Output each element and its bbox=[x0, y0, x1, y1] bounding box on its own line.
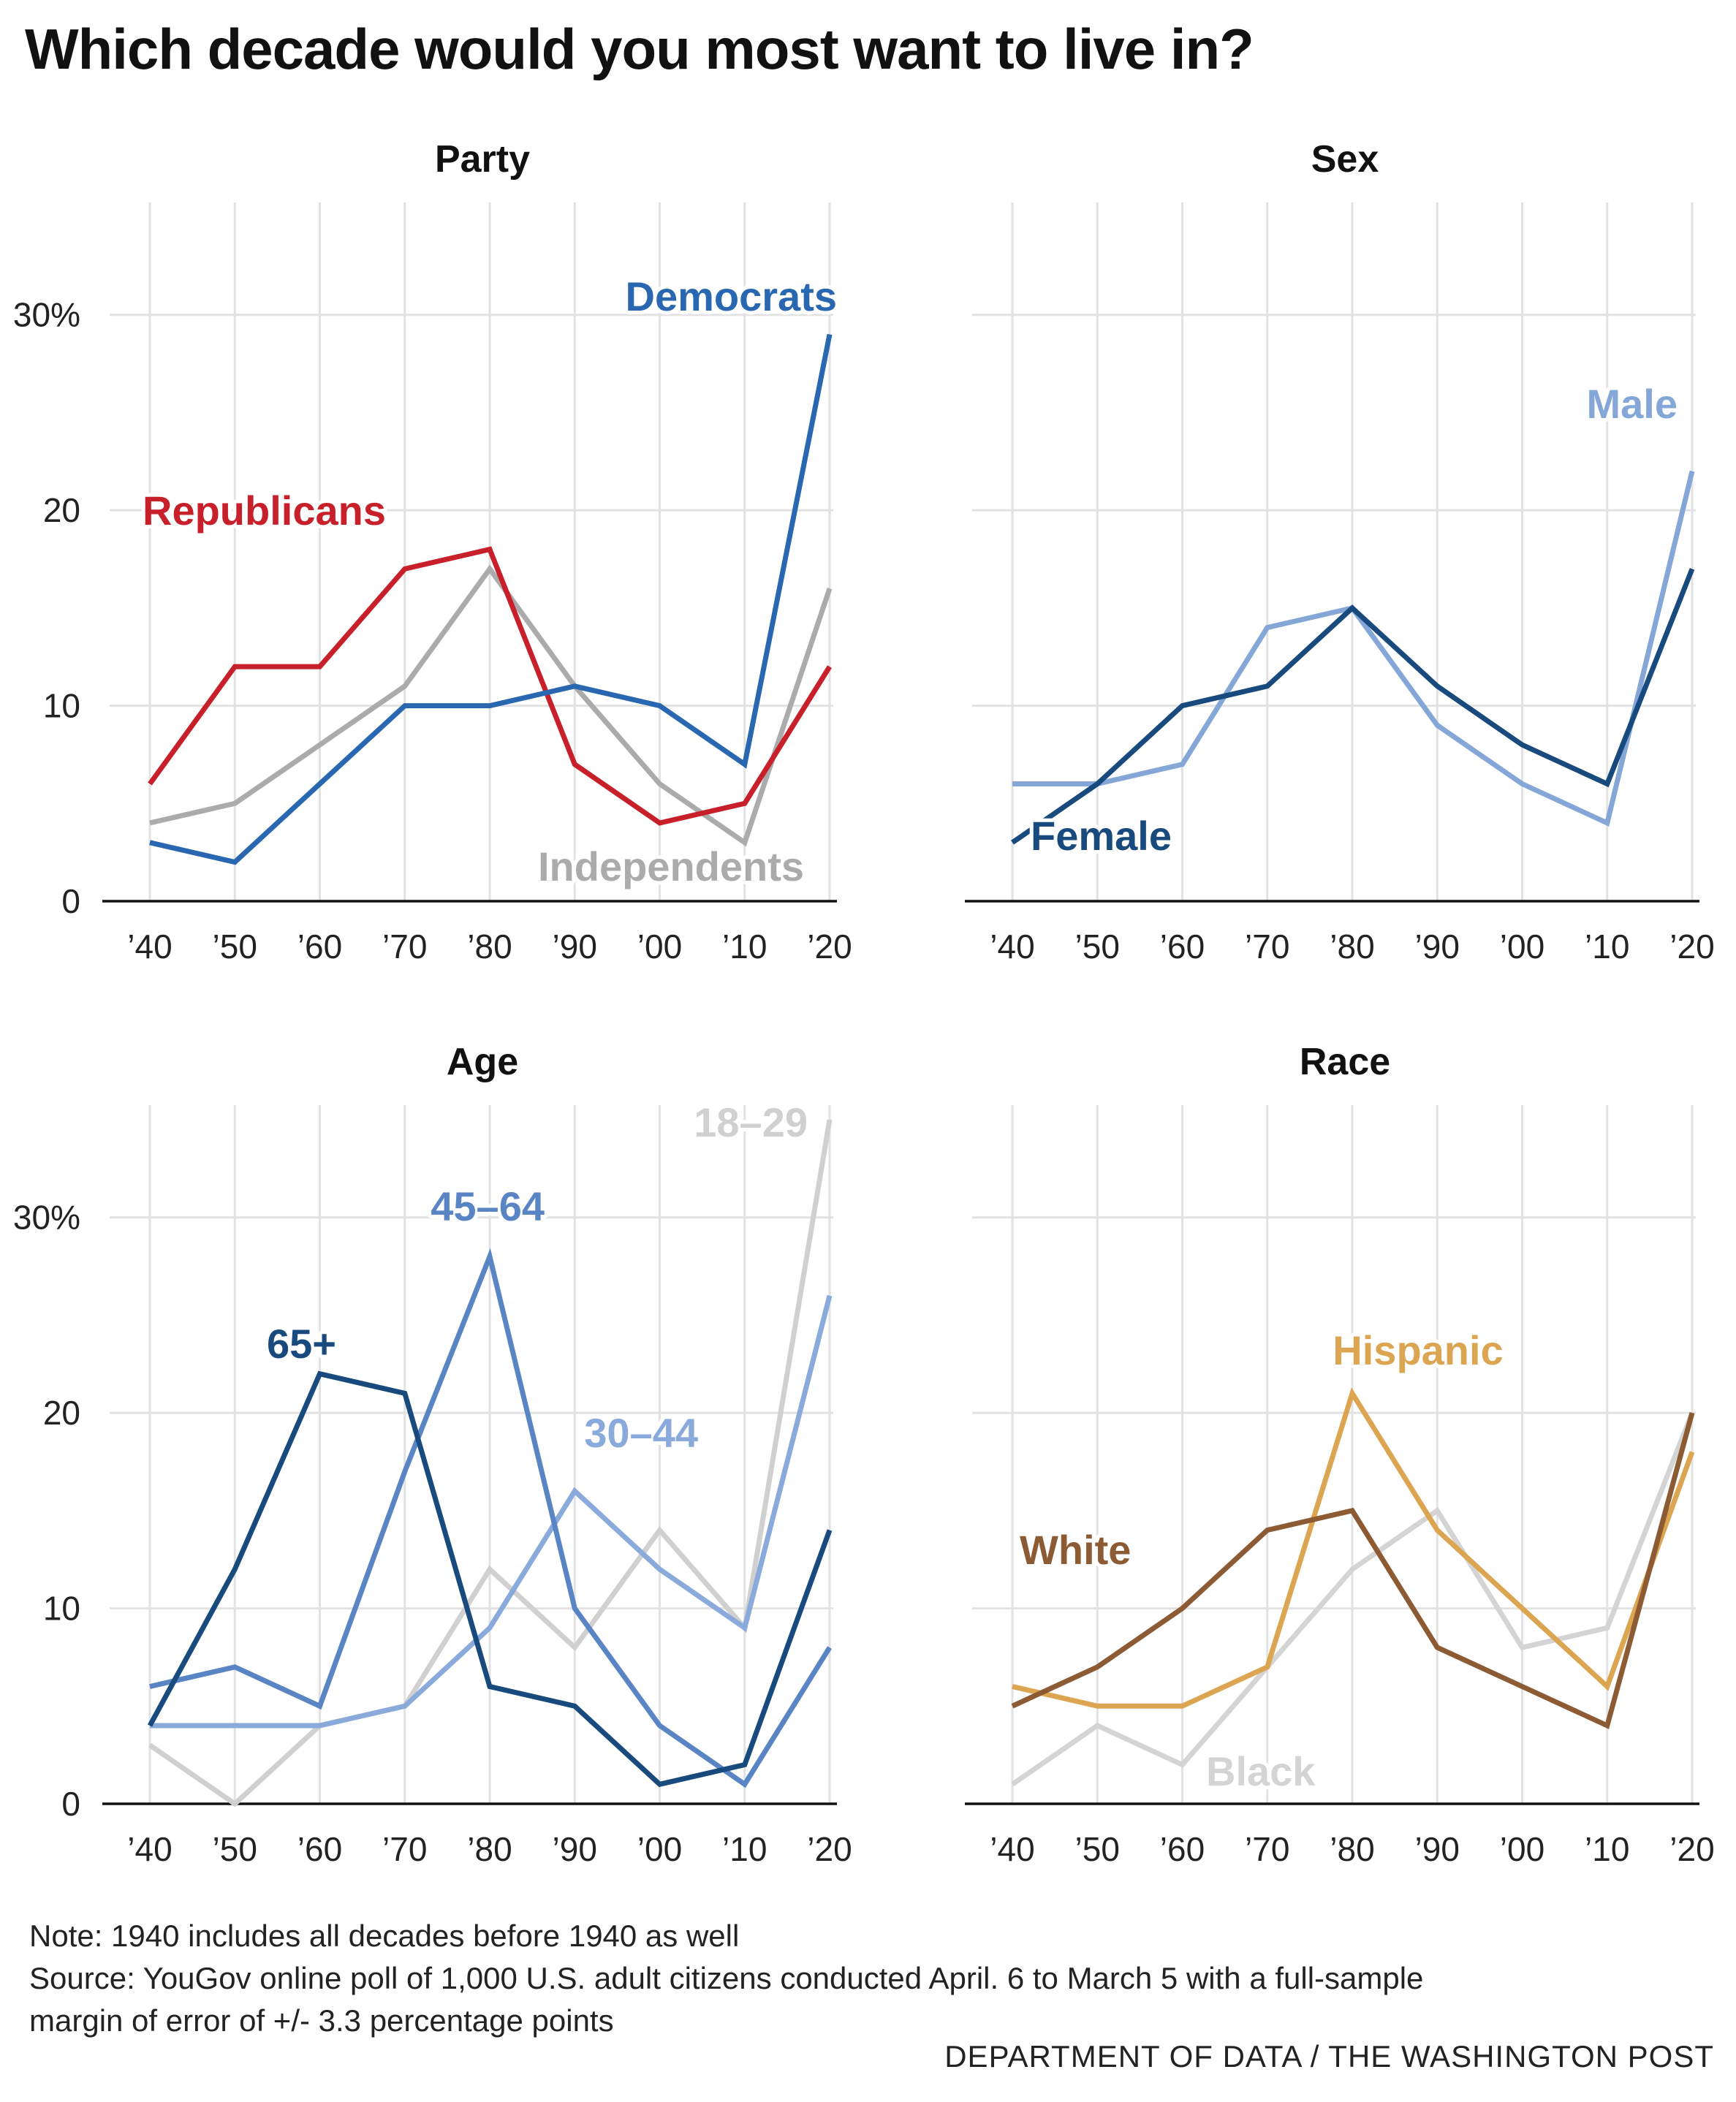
series-line bbox=[1012, 1387, 1695, 1709]
series-label: 45–64 bbox=[431, 1183, 545, 1229]
x-tick-label: ’40 bbox=[990, 1830, 1034, 1868]
footer-credit: DEPARTMENT OF DATA / THE WASHINGTON POST bbox=[944, 2039, 1714, 2073]
y-tick-label: 30% bbox=[13, 1199, 80, 1237]
y-tick-label: 10 bbox=[43, 1590, 80, 1628]
footer-source-line2: margin of error of +/- 3.3 percentage po… bbox=[29, 2003, 614, 2038]
x-tick-label: ’90 bbox=[1415, 1830, 1460, 1868]
footer-note: Note: 1940 includes all decades before 1… bbox=[29, 1919, 740, 1953]
x-tick-label: ’50 bbox=[1075, 1830, 1120, 1868]
x-tick-label: ’00 bbox=[1500, 1830, 1544, 1868]
x-tick-label: ’40 bbox=[127, 1830, 172, 1868]
series-line bbox=[147, 1370, 833, 1788]
series-label: Hispanic bbox=[1333, 1327, 1503, 1373]
x-tick-label: ’60 bbox=[1160, 1830, 1205, 1868]
x-tick-label: ’50 bbox=[213, 1830, 257, 1868]
x-tick-label: ’80 bbox=[1330, 927, 1374, 965]
series-label: 18–29 bbox=[694, 1099, 808, 1145]
x-tick-label: ’20 bbox=[807, 1830, 852, 1868]
chart-title: Which decade would you most want to live… bbox=[25, 17, 1254, 81]
series-line bbox=[148, 1119, 833, 1807]
x-tick-label: ’60 bbox=[297, 1830, 342, 1868]
series-label: Independents bbox=[538, 843, 804, 889]
x-tick-label: ’10 bbox=[1585, 927, 1629, 965]
series-label: Female bbox=[1031, 813, 1172, 859]
x-tick-label: ’60 bbox=[1160, 927, 1205, 965]
series-line bbox=[1011, 1411, 1695, 1787]
x-tick-label: ’10 bbox=[1585, 1830, 1629, 1868]
x-tick-label: ’20 bbox=[807, 927, 852, 965]
x-tick-label: ’80 bbox=[467, 927, 512, 965]
series-label: 30–44 bbox=[584, 1410, 698, 1456]
x-tick-label: ’70 bbox=[382, 927, 427, 965]
x-tick-label: ’10 bbox=[722, 927, 767, 965]
chart-svg: Age 0 10 20 30% ’40 ’50 ’60 ’70 ’80 ’90 ’00 ’10 ’20 18… bbox=[13, 1041, 852, 1868]
series-label: Black bbox=[1206, 1748, 1316, 1794]
x-tick-label: ’00 bbox=[637, 1830, 682, 1868]
panel-age: Age 0 10 20 30% ’40 ’50 ’60 ’70 ’80 ’90 ’00 ’10 ’20 18… bbox=[0, 1020, 863, 1897]
y-tick-label: 30% bbox=[13, 296, 80, 334]
y-tick-label: 0 bbox=[61, 1785, 80, 1823]
panel-title: Age bbox=[447, 1041, 518, 1083]
x-tick-label: ’90 bbox=[1415, 927, 1460, 965]
x-tick-label: ’40 bbox=[990, 927, 1034, 965]
x-tick-label: ’00 bbox=[1500, 927, 1544, 965]
x-tick-label: ’60 bbox=[297, 927, 342, 965]
x-tick-label: ’70 bbox=[382, 1830, 427, 1868]
x-tick-label: ’80 bbox=[1330, 1830, 1374, 1868]
y-tick-label: 20 bbox=[43, 491, 80, 529]
series-line bbox=[149, 333, 833, 865]
panel-title: Party bbox=[435, 138, 530, 181]
panel-race: Race ’40 ’50 ’60 ’70 ’80 ’90 ’00 ’10 ’20 Black Hisp… bbox=[863, 1020, 1725, 1897]
series-line bbox=[150, 1294, 833, 1729]
panel-title: Sex bbox=[1311, 138, 1379, 181]
x-tick-label: ’50 bbox=[1075, 927, 1120, 965]
footer-source-line1: Source: YouGov online poll of 1,000 U.S.… bbox=[29, 1961, 1424, 1995]
panel-title: Race bbox=[1300, 1041, 1390, 1083]
chart-svg: Party 0 10 20 30% ’40 ’50 ’60 ’70 ’80 ’90 ’00 ’10 ’20… bbox=[13, 138, 852, 965]
x-tick-label: ’90 bbox=[553, 927, 597, 965]
chart-svg: Race ’40 ’50 ’60 ’70 ’80 ’90 ’00 ’10 ’20 Black Hisp… bbox=[965, 1041, 1715, 1868]
series-line bbox=[149, 1248, 832, 1788]
x-tick-label: ’90 bbox=[553, 1830, 597, 1868]
series-label: 65+ bbox=[267, 1321, 336, 1367]
series-label: Republicans bbox=[143, 487, 386, 534]
x-tick-label: ’20 bbox=[1669, 1830, 1714, 1868]
chart-svg: Sex ’40 ’50 ’60 ’70 ’80 ’90 ’00 ’10 ’20 Male Female bbox=[965, 138, 1715, 965]
y-tick-label: 0 bbox=[61, 882, 80, 920]
y-tick-label: 20 bbox=[43, 1394, 80, 1432]
x-tick-label: ’50 bbox=[213, 927, 257, 965]
x-tick-label: ’20 bbox=[1669, 927, 1714, 965]
series-label: Democrats bbox=[626, 273, 837, 319]
panel-sex: Sex ’40 ’50 ’60 ’70 ’80 ’90 ’00 ’10 ’20 Male Female bbox=[863, 117, 1725, 994]
x-tick-label: ’70 bbox=[1245, 1830, 1289, 1868]
series-line bbox=[149, 564, 833, 847]
series-line bbox=[148, 546, 832, 826]
x-tick-label: ’00 bbox=[637, 927, 682, 965]
x-tick-label: ’10 bbox=[722, 1830, 767, 1868]
series-line bbox=[1011, 568, 1695, 845]
x-tick-label: ’40 bbox=[127, 927, 172, 965]
y-tick-label: 10 bbox=[43, 687, 80, 725]
x-tick-label: ’80 bbox=[467, 1830, 512, 1868]
panel-party: Party 0 10 20 30% ’40 ’50 ’60 ’70 ’80 ’90 ’00 ’10 ’20… bbox=[0, 117, 863, 994]
series-line bbox=[1011, 1412, 1695, 1729]
series-label: Male bbox=[1587, 381, 1678, 427]
x-tick-label: ’70 bbox=[1245, 927, 1289, 965]
series-label: White bbox=[1020, 1527, 1131, 1573]
